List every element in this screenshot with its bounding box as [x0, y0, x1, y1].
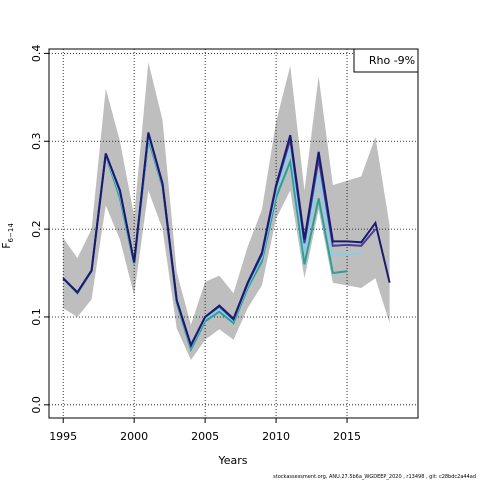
y-tick-label: 0.0 — [30, 396, 43, 414]
x-tick-label: 2010 — [262, 430, 290, 443]
footer: stockassessment.org, ANU.27.5b6a_WGDEEP_… — [273, 474, 476, 480]
x-tick-label: 2000 — [120, 430, 148, 443]
plot-frame — [48, 48, 419, 419]
y-tick-label: 0.4 — [30, 45, 43, 63]
annotation: Rho -9% — [369, 54, 415, 67]
confidence-band — [63, 62, 390, 361]
y-label-main: F — [0, 242, 13, 248]
x-axis-label: Years — [217, 454, 247, 467]
legend-box — [353, 48, 419, 73]
series-line — [62, 132, 391, 348]
y-axis-label: F6−14 — [0, 223, 15, 249]
y-label-sub: 6−14 — [7, 223, 15, 243]
x-tick-label: 2005 — [191, 430, 219, 443]
y-tick-label: 0.2 — [30, 220, 43, 238]
y-tick-label: 0.3 — [30, 133, 43, 151]
x-tick-label: 2015 — [333, 430, 361, 443]
y-tick-label: 0.1 — [30, 308, 43, 326]
x-tick-label: 1995 — [49, 430, 77, 443]
